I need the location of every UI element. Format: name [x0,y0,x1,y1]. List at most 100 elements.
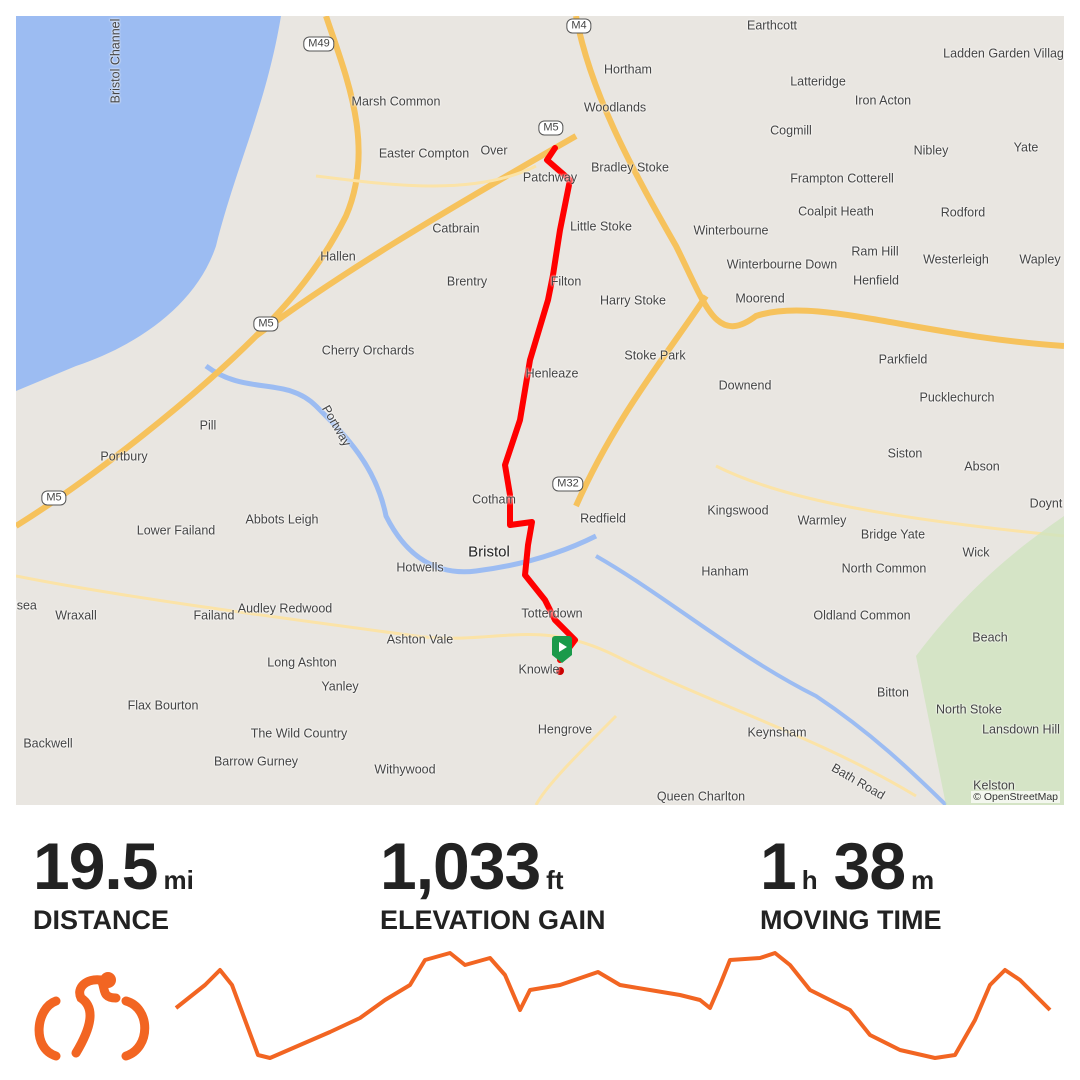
map-label: Coalpit Heath [798,204,874,219]
map-label: Earthcott [746,18,798,33]
map-label: Wapley [1019,252,1061,267]
map-label: Winterbourne Down [726,257,838,272]
map-label: North Common [841,561,927,576]
map-label: Doynt [1029,496,1063,511]
map-label: Frampton Cotterell [790,171,894,186]
map-label: Hortham [604,62,652,77]
map-label: Flax Bourton [127,698,199,713]
map-label: Bristol [468,543,510,561]
map-label: Ladden Garden Village [943,46,1064,61]
map-label: Pill [199,418,217,433]
map-label: Oldland Common [813,608,911,623]
elevation-profile [174,951,1052,1060]
map-graphics [16,16,1064,805]
map-label: Easter Compton [378,146,470,161]
map-label: Queen Charlton [656,789,746,804]
distance-unit: mi [163,865,194,895]
map-label: Hotwells [396,560,444,575]
map-label: Cherry Orchards [321,343,415,358]
elevation-unit: ft [546,865,564,895]
map-label: Hengrove [537,722,593,737]
map-label: Hanham [701,564,749,579]
map-label: The Wild Country [250,726,348,741]
route-map[interactable]: Bristol Channel Earthcott Ladden Garden Vi… [16,16,1064,805]
map-label: Pucklechurch [919,390,995,405]
map-label: Kelston [973,778,1015,793]
map-label: Lansdown Hill [982,722,1060,737]
map-label: Moorend [735,291,785,306]
road-shield: M32 [552,476,584,492]
hours-unit: h [801,865,818,895]
map-label: Long Ashton [267,655,337,670]
map-label: Marsh Common [351,94,441,109]
map-label: Cogmill [770,123,812,138]
end-marker-icon [556,667,564,675]
map-attribution[interactable]: © OpenStreetMap [971,791,1060,803]
map-label: Portbury [100,449,148,464]
map-label: Cotham [472,492,516,507]
distance-stat: 19.5 mi [33,828,194,904]
map-label: Lower Failand [136,523,216,538]
map-label: Keynsham [747,725,807,740]
map-label: Latteridge [790,74,846,89]
map-label: Brentry [446,274,488,289]
map-label: Parkfield [878,352,928,367]
map-label: Abson [964,459,1000,474]
minutes-unit: m [911,865,935,895]
roads [16,164,1064,805]
map-label: Catbrain [432,221,480,236]
map-label: Kingswood [707,503,769,518]
map-label: Abbots Leigh [245,512,319,527]
map-label: Yate [1013,140,1039,155]
map-label: Beach [972,630,1008,645]
map-label: Bitton [877,685,909,700]
map-label: Warmley [797,513,847,528]
map-label: Harry Stoke [600,293,666,308]
map-label: Wraxall [55,608,97,623]
map-label: Over [480,143,508,158]
map-label: Stoke Park [624,348,686,363]
map-label: Redfield [580,511,626,526]
map-label: Siston [887,446,923,461]
map-label: Filton [550,274,582,289]
map-label: Wick [962,545,990,560]
map-label: Ram Hill [851,244,899,259]
minutes-value: 38 [833,829,906,903]
map-label: Audley Redwood [237,601,333,616]
map-label: North Stoke [935,702,1003,717]
road-shield: M5 [538,120,564,136]
map-label: Bridge Yate [860,527,926,542]
map-label: Nibley [913,143,949,158]
cycling-icon [34,972,150,1061]
hours-value: 1 [760,829,797,903]
elevation-line [174,951,1052,1060]
map-label: Iron Acton [854,93,912,108]
river-avon-east [595,554,948,805]
map-label: Westerleigh [923,252,989,267]
elevation-value: 1,033 [380,829,541,903]
map-label: Totterdown [521,606,583,621]
map-label: Little Stoke [570,219,632,234]
green-area [916,516,1064,805]
elevation-stat: 1,033 ft [380,828,564,904]
map-label: Rodford [940,205,986,220]
map-label: Barrow Gurney [213,754,299,769]
map-label: Winterbourne [693,223,769,238]
distance-value: 19.5 [33,829,158,903]
sea [16,16,281,391]
map-label: Patchway [522,170,578,185]
road-shield: M49 [303,36,335,52]
start-marker-icon [552,636,572,663]
map-label: Woodlands [583,100,647,115]
road-shield: M5 [253,316,279,332]
elevation-label: ELEVATION GAIN [380,905,606,935]
map-label: Bradley Stoke [591,160,669,175]
river-avon [204,363,598,575]
moving-time-stat: 1 h 38 m [760,828,934,904]
map-label: Hallen [320,249,356,264]
map-label: Withywood [374,762,436,777]
motorways [16,16,1064,529]
map-label: Ashton Vale [386,632,454,647]
map-label: Knowle [518,662,560,677]
map-label: Nailsea [16,598,37,613]
